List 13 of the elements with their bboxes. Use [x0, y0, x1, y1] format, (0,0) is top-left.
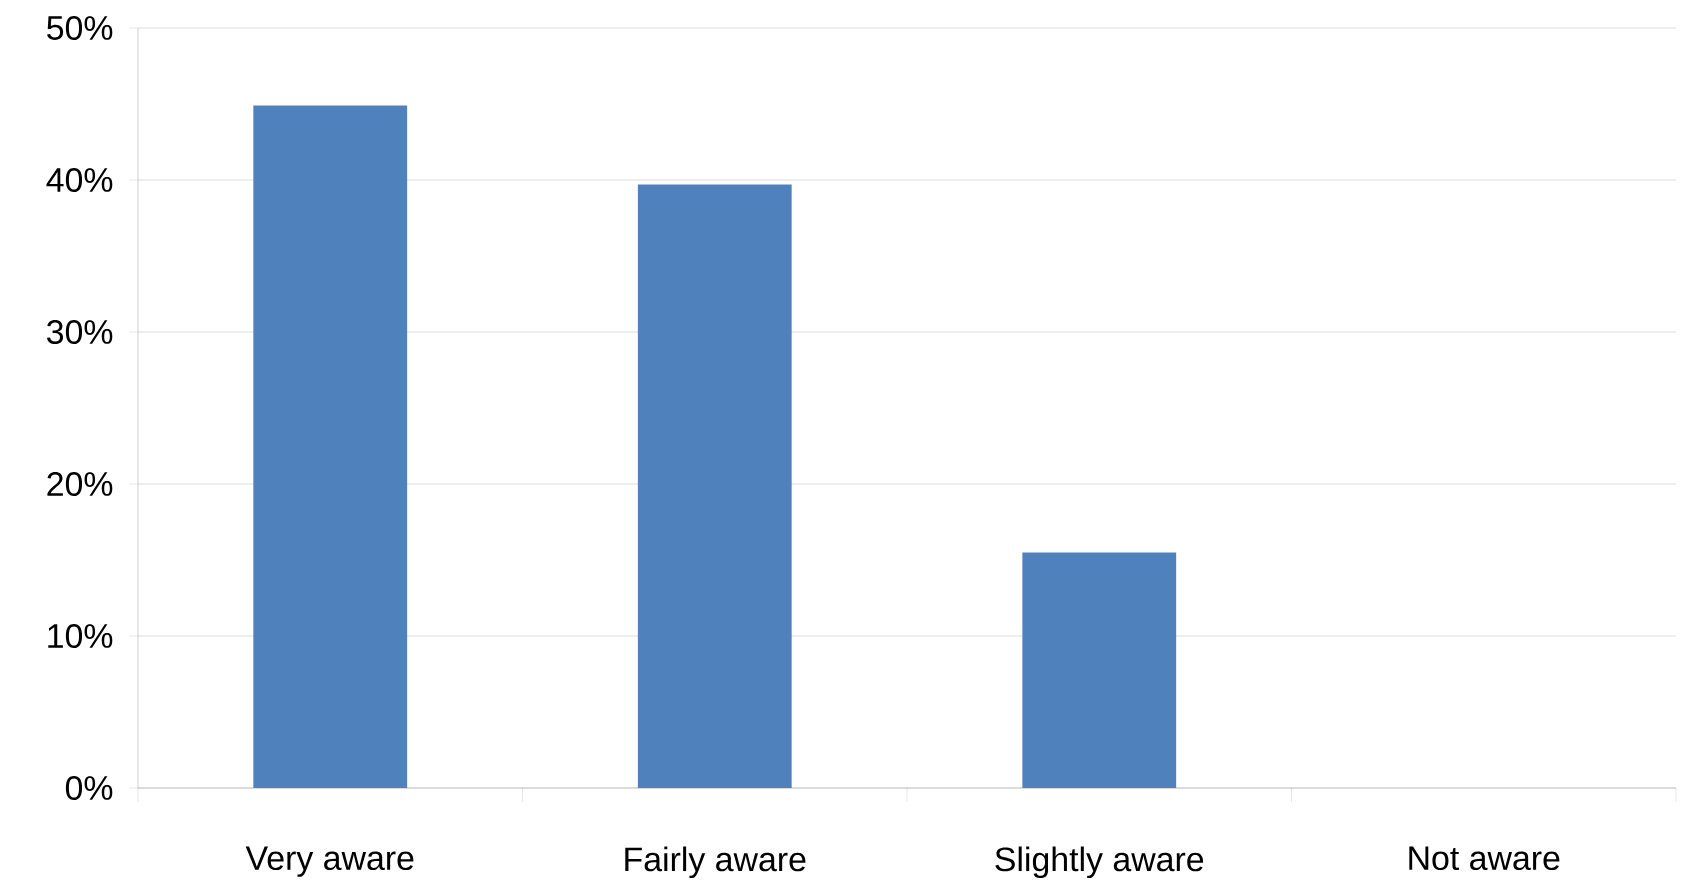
y-tick-label: 10% [48, 624, 113, 648]
bar [253, 105, 408, 788]
x-tick-label: Fairly aware [625, 846, 806, 879]
y-tick-label: 30% [47, 320, 113, 344]
y-tick-label: 20% [47, 472, 113, 496]
y-tick-label: 40% [46, 168, 113, 192]
y-tick-label: 0% [65, 776, 113, 800]
x-tick-label: Not aware [1409, 846, 1560, 871]
bar [637, 184, 792, 788]
y-tick-label: 50% [47, 16, 113, 40]
bar [1022, 552, 1177, 788]
x-tick-label: Slightly aware [995, 846, 1204, 879]
x-tick-label: Very aware [245, 846, 414, 877]
